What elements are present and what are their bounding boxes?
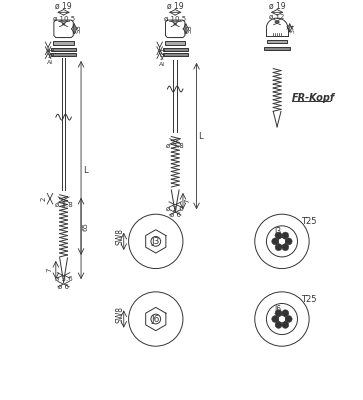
- Circle shape: [282, 310, 289, 316]
- Text: ø 10.5: ø 10.5: [53, 16, 75, 22]
- Bar: [163, 48, 188, 51]
- Circle shape: [285, 238, 292, 245]
- Text: L: L: [199, 132, 203, 140]
- Text: FR-Kopf: FR-Kopf: [291, 93, 335, 103]
- Circle shape: [272, 316, 278, 322]
- Circle shape: [282, 322, 289, 328]
- Text: 1: 1: [161, 48, 167, 52]
- Text: T25: T25: [301, 218, 317, 226]
- Bar: [51, 48, 76, 51]
- Text: ø 19: ø 19: [55, 1, 72, 10]
- Bar: [268, 40, 287, 43]
- Bar: [265, 47, 290, 50]
- Text: J3: J3: [152, 237, 160, 246]
- Text: 7: 7: [184, 199, 190, 203]
- Text: SW8: SW8: [115, 306, 125, 323]
- Text: 7: 7: [46, 268, 52, 272]
- Text: SW8: SW8: [115, 228, 125, 245]
- Text: ø 3.6: ø 3.6: [166, 205, 184, 211]
- Text: L: L: [83, 166, 87, 174]
- Text: ø 19: ø 19: [269, 1, 285, 10]
- Text: 65: 65: [82, 222, 88, 231]
- Text: S3: S3: [75, 24, 81, 33]
- Text: 2
Al: 2 Al: [159, 56, 164, 67]
- Text: ø 3.6: ø 3.6: [55, 276, 73, 282]
- Circle shape: [275, 232, 282, 239]
- Circle shape: [278, 315, 286, 323]
- Text: T25: T25: [301, 295, 317, 304]
- Text: J6: J6: [274, 305, 282, 314]
- Circle shape: [285, 316, 292, 322]
- Bar: [163, 53, 188, 56]
- Text: 2: 2: [161, 52, 167, 56]
- Bar: [53, 42, 74, 45]
- Text: J3: J3: [274, 227, 282, 236]
- Text: S3: S3: [187, 24, 193, 33]
- Circle shape: [275, 322, 282, 328]
- Text: ø 6: ø 6: [170, 212, 181, 218]
- Text: ø 12: ø 12: [269, 14, 285, 20]
- Text: 2: 2: [49, 52, 55, 56]
- Circle shape: [275, 244, 282, 251]
- Text: 2: 2: [40, 196, 46, 201]
- Text: ø 19: ø 19: [167, 1, 184, 10]
- Circle shape: [272, 238, 278, 245]
- Bar: [165, 42, 185, 45]
- Circle shape: [275, 310, 282, 316]
- Text: J6: J6: [152, 314, 160, 324]
- Text: ø 6: ø 6: [58, 284, 69, 290]
- Text: ø 10.5: ø 10.5: [164, 16, 186, 22]
- Text: 1: 1: [49, 48, 55, 52]
- Text: 2
Al: 2 Al: [47, 54, 53, 65]
- Text: ø 3.8: ø 3.8: [55, 202, 73, 208]
- Circle shape: [282, 244, 289, 251]
- Bar: [51, 53, 76, 56]
- Text: 3.4: 3.4: [291, 23, 296, 33]
- Circle shape: [282, 232, 289, 239]
- Circle shape: [278, 238, 286, 245]
- Text: ø 3.8: ø 3.8: [166, 143, 184, 149]
